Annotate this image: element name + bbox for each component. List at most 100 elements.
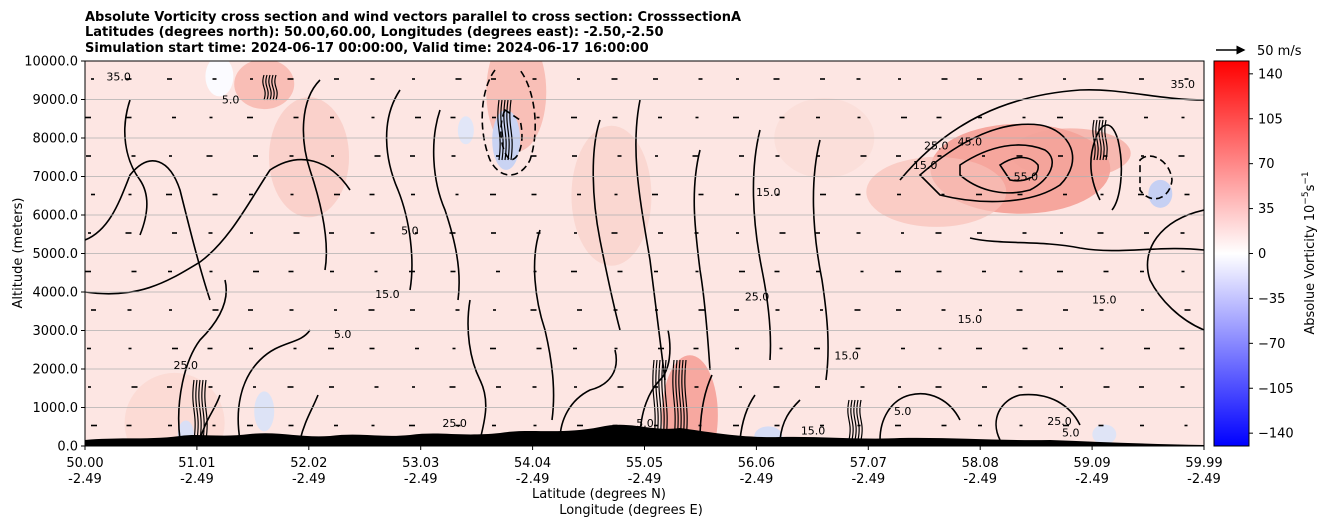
contour-line (969, 237, 1204, 252)
negative-vorticity-patch (1148, 179, 1173, 208)
contour-line (268, 74, 272, 101)
colorbar-tick-label: −105 (1258, 382, 1294, 397)
x-tick-label-lat: 59.99 (1185, 456, 1222, 471)
x-axis-label-latitude: Latitude (degrees N) (532, 487, 666, 502)
contour-line (271, 74, 275, 101)
colorbar-label-unit-exponent: −1 (1301, 171, 1311, 184)
contour-label: 25.0 (442, 417, 467, 430)
colorbar-tick-label: −70 (1258, 337, 1285, 352)
colorbar-tick-label: 0 (1258, 247, 1266, 262)
wind-vectors (85, 78, 1191, 427)
x-tick-label-lon: -2.49 (68, 472, 102, 487)
colorbar-tick-label: 70 (1258, 157, 1275, 172)
x-tick-label-lon: -2.49 (516, 472, 550, 487)
contour-line (192, 379, 196, 441)
x-tick-label-lat: 54.04 (514, 456, 551, 471)
contour-line (302, 79, 328, 271)
x-axis-label-longitude: Longitude (degrees E) (559, 503, 703, 518)
chart-title-line-2: Latitudes (degrees north): 50.00,60.00, … (85, 25, 664, 40)
contour-line (85, 158, 351, 295)
x-tick-label-lat: 51.01 (178, 456, 215, 471)
contour-line (274, 74, 278, 101)
x-tick-label-lon: -2.49 (628, 472, 662, 487)
contour-label: 15.0 (834, 349, 859, 362)
contour-line (1095, 119, 1099, 161)
contour-line (467, 299, 487, 441)
vorticity-patch (234, 61, 295, 110)
contour-line (752, 129, 772, 361)
contour-label: 25.0 (745, 290, 770, 303)
x-tick-label-lon: -2.49 (851, 472, 885, 487)
contour-line (198, 379, 202, 441)
colorbar-label-exponent: −5 (1301, 191, 1311, 204)
colorbar-tick-label: −140 (1258, 427, 1294, 442)
x-tick-label-lat: 57.07 (850, 456, 887, 471)
contour-line (503, 99, 507, 161)
terrain-silhouette (85, 424, 1204, 446)
x-tick-label-lon: -2.49 (963, 472, 997, 487)
x-tick-label-lon: -2.49 (404, 472, 438, 487)
contour-line (1098, 119, 1102, 161)
negative-vorticity-patch (1092, 424, 1117, 445)
contour-label: 5.0 (334, 328, 352, 341)
x-tick-label-lon: -2.49 (1075, 472, 1109, 487)
contour-line (639, 329, 671, 441)
gridlines (85, 99, 1204, 408)
contour-label: 5.0 (222, 93, 240, 106)
contour-line (385, 89, 413, 291)
contour-line (509, 99, 513, 161)
contour-label: 35.0 (106, 70, 131, 83)
vorticity-patch (661, 355, 718, 446)
negative-vorticity-patch (457, 116, 474, 145)
contour-line (739, 394, 756, 441)
colorbar-tick-label: 35 (1258, 202, 1275, 217)
contour-line (879, 393, 961, 441)
colorbar-ticks: 140 105 70 35 0 −35 −70 −105 −140 (1249, 67, 1294, 442)
quiver-key-label: 50 m/s (1257, 44, 1302, 59)
y-tick-label: 6000.0 (33, 209, 79, 224)
negative-vorticity-patch (254, 391, 275, 432)
contour-line (998, 156, 1039, 182)
x-tick-label-lat: 56.06 (738, 456, 775, 471)
x-tick-label-lon: -2.49 (1187, 472, 1221, 487)
y-tick-label: 7000.0 (33, 170, 79, 185)
contour-line (85, 160, 211, 301)
colorbar-label: Absolue Vorticity 10−5s−1 (1301, 171, 1318, 334)
y-tick-label: 9000.0 (33, 93, 79, 108)
contour-line (237, 329, 311, 441)
contour-line (850, 399, 854, 441)
contour-line (853, 399, 857, 441)
contour-line (847, 399, 851, 441)
y-tick-label: 4000.0 (33, 286, 79, 301)
contour-line (635, 99, 666, 381)
contour-line (592, 119, 621, 331)
y-tick-label: 1000.0 (33, 401, 79, 416)
contour-line (497, 99, 501, 161)
contour-label: 5.0 (894, 405, 912, 418)
contour-line (1090, 124, 1123, 211)
x-axis: 50.00-2.4951.01-2.4952.02-2.4953.03-2.49… (66, 446, 1223, 487)
contour-line (195, 379, 199, 441)
contour-line (265, 74, 269, 101)
terrain (85, 424, 1204, 446)
contour-line (693, 149, 711, 371)
contour-label: 15.0 (958, 313, 983, 326)
contour-line (779, 399, 801, 441)
contour-line (856, 399, 860, 441)
x-tick-label-lat: 52.02 (290, 456, 327, 471)
colorbar-tick-label: −35 (1258, 292, 1285, 307)
x-tick-label-lon: -2.49 (740, 472, 774, 487)
y-tick-label: 2000.0 (33, 363, 79, 378)
x-tick-label-lat: 59.09 (1073, 456, 1110, 471)
contour-line (299, 394, 319, 441)
contour-label: 5.0 (401, 224, 419, 237)
vorticity-patch (269, 97, 350, 218)
x-tick-label-lat: 53.03 (402, 456, 439, 471)
contour-line (918, 123, 1074, 203)
y-tick-label: 3000.0 (33, 324, 79, 339)
contour-label: 45.0 (958, 136, 983, 149)
y-axis: 0.0 1000.0 2000.0 3000.0 4000.0 5000.0 6000.0 7… (24, 55, 85, 455)
y-tick-label: 8000.0 (33, 132, 79, 147)
contour-line (1139, 155, 1173, 200)
